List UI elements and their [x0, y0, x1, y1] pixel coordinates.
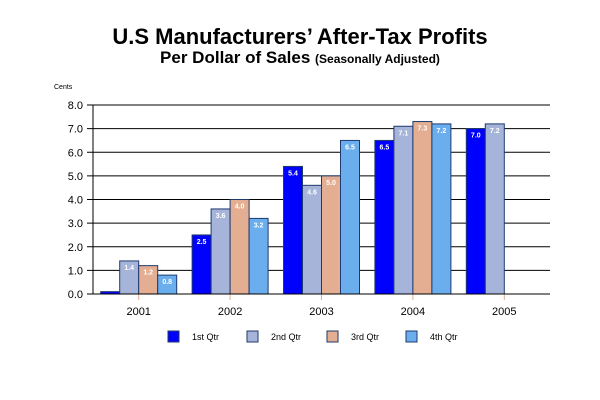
data-label: 4.0 [235, 204, 245, 211]
legend-label: 3rd Qtr [351, 332, 379, 342]
data-label: 7.2 [437, 128, 447, 135]
bar [210, 208, 231, 295]
bar [374, 139, 395, 295]
data-label: 7.3 [418, 126, 428, 133]
data-label: 4.6 [307, 189, 317, 196]
bar [340, 139, 360, 295]
data-label: 0.8 [162, 279, 172, 286]
legend: 1st Qtr 2nd Qtr 3rd Qtr 4th Qtr [167, 330, 458, 343]
data-label: 2.5 [197, 239, 207, 246]
chart-subtitle-note: (Seasonally Adjusted) [315, 52, 440, 66]
data-label: 6.5 [345, 144, 355, 151]
y-tick-label: 3.0 [68, 218, 83, 230]
data-label: 7.0 [471, 133, 481, 140]
chart-title: U.S Manufacturers’ After-Tax Profits [112, 24, 488, 49]
bar [431, 123, 452, 295]
y-tick-label: 5.0 [68, 171, 83, 183]
x-tick-label: 2002 [218, 306, 242, 318]
y-tick-label: 1.0 [68, 265, 83, 277]
x-tick-label: 2004 [401, 306, 425, 318]
data-label: 6.5 [380, 144, 390, 151]
bar [248, 217, 269, 295]
data-label: 1.2 [143, 270, 153, 277]
y-tick-label: 7.0 [68, 124, 83, 136]
bar [302, 184, 322, 295]
data-label: 5.4 [288, 170, 298, 177]
data-label: 7.2 [490, 128, 500, 135]
x-tick-label: 2005 [492, 306, 516, 318]
bar [412, 121, 433, 295]
bar [393, 125, 414, 295]
legend-swatch [246, 330, 259, 343]
data-label: 5.0 [326, 180, 336, 187]
y-tick-label: 4.0 [68, 195, 83, 207]
chart-subtitle: Per Dollar of Sales (Seasonally Adjusted… [0, 48, 600, 68]
axes: 0.0 1.0 2.0 3.0 4.0 5.0 6.0 7.0 8.0 2001 2002 2003 2… [68, 100, 550, 318]
legend-label: 1st Qtr [192, 332, 219, 342]
bar [465, 128, 486, 295]
y-tick-label: 6.0 [68, 147, 83, 159]
bar [321, 175, 341, 295]
legend-swatch [405, 330, 418, 343]
bar [484, 123, 505, 295]
y-tick-label: 2.0 [68, 242, 83, 254]
data-label: 1.4 [124, 265, 134, 272]
data-label: 7.1 [399, 130, 409, 137]
legend-swatch [167, 330, 180, 343]
data-label: 3.6 [216, 213, 226, 220]
x-tick-label: 2003 [309, 306, 333, 318]
y-axis-label: Cents [54, 84, 73, 91]
chart-subtitle-main: Per Dollar of Sales [160, 48, 311, 67]
bars: 1.4 1.2 0.8 2.5 3.6 4.0 3.2 5.4 4.6 5.0 6.5 6.5 7.1 7… [100, 121, 505, 295]
bar [229, 199, 250, 295]
legend-label: 4th Qtr [430, 332, 458, 342]
legend-label: 2nd Qtr [271, 332, 301, 342]
y-tick-label: 8.0 [68, 100, 83, 112]
bar [283, 165, 303, 295]
x-tick-label: 2001 [126, 306, 150, 318]
legend-swatch [326, 330, 339, 343]
y-tick-label: 0.0 [68, 289, 83, 301]
data-label: 3.2 [254, 222, 264, 229]
